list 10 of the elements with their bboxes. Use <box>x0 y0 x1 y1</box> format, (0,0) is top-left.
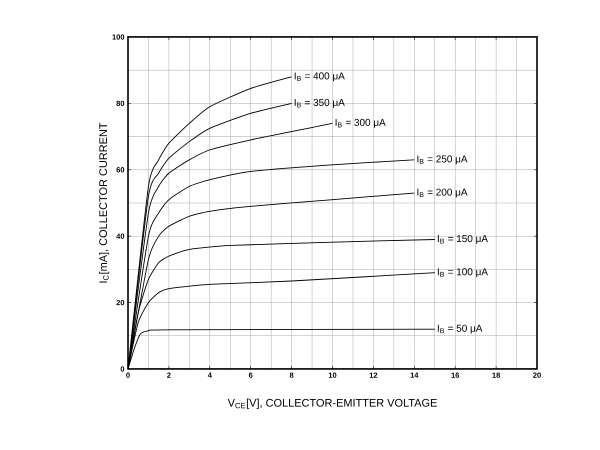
series-label: I$_{B}$ = 100 μA <box>438 268 488 278</box>
series-label: I$_{B}$ = 50 μA <box>438 324 482 334</box>
y-axis-title: I$_{C}$[mA], COLLECTOR CURRENT <box>98 122 110 283</box>
series-label: I$_{B}$ = 300 μA <box>336 118 386 128</box>
series-label: I$_{B}$ = 200 μA <box>417 188 468 198</box>
series-label: I$_{B}$ = 350 μA <box>294 98 345 108</box>
x-axis-title: V$_{CE}$[V], COLLECTOR-EMITTER VOLTAGE <box>228 398 437 409</box>
series-label: I$_{B}$ = 150 μA <box>438 235 488 244</box>
series-label: I$_{B}$ = 250 μA <box>417 155 468 164</box>
series-label: I$_{B}$ = 400 μA <box>294 72 345 82</box>
